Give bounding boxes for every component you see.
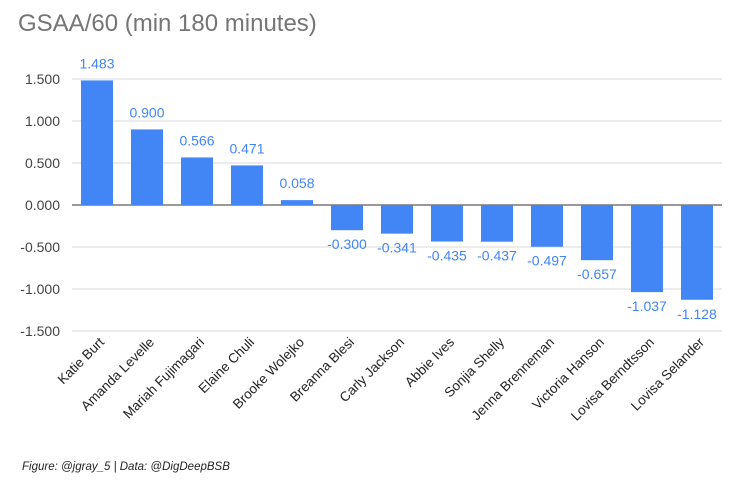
data-label: 0.900 [129, 104, 164, 120]
y-axis-ticks: 1.500 1.000 0.500 0.000 -0.500 -1.000 -1.500 [20, 71, 60, 339]
bar [331, 205, 363, 231]
data-label: 0.471 [229, 140, 264, 156]
data-label: -0.437 [477, 248, 517, 264]
bar [581, 205, 613, 261]
y-tick-label: -0.500 [20, 239, 60, 255]
data-label: -0.300 [327, 236, 367, 252]
bar [531, 205, 563, 247]
data-label: -1.037 [627, 298, 667, 314]
bar [681, 205, 713, 300]
data-label: -0.435 [427, 248, 467, 264]
bar [131, 129, 163, 205]
bar [431, 205, 463, 242]
data-label: -0.497 [527, 253, 567, 269]
data-label: -0.341 [377, 240, 417, 256]
y-tick-label: 1.000 [25, 113, 60, 129]
category-label: Jenna Brenneman [469, 335, 558, 424]
grid-lines [72, 78, 722, 332]
data-label: 0.058 [279, 175, 314, 191]
bar [481, 205, 513, 242]
data-label: -1.128 [677, 306, 717, 322]
bar [631, 205, 663, 293]
chart-title: GSAA/60 (min 180 minutes) [18, 10, 317, 37]
data-label: 0.566 [179, 132, 214, 148]
bar [231, 165, 263, 205]
bar [81, 80, 113, 205]
bar [181, 157, 213, 205]
y-tick-label: 0.500 [25, 155, 60, 171]
y-tick-label: 1.500 [25, 71, 60, 87]
y-tick-label: 0.000 [25, 197, 60, 213]
category-label: Katie Burt [55, 334, 108, 387]
category-label: Lovisa Berndtsson [568, 335, 657, 424]
data-label: -0.657 [577, 266, 617, 282]
data-label: 1.483 [79, 55, 114, 71]
data-labels: 1.483 0.900 0.566 0.471 0.058 -0.300 -0.341 -0.… [79, 55, 717, 321]
y-tick-label: -1.500 [20, 323, 60, 339]
chart-footer: Figure: @jgray_5 | Data: @DigDeepBSB [22, 461, 230, 473]
bar [281, 200, 313, 205]
bars [81, 80, 713, 300]
bar [381, 205, 413, 234]
y-tick-label: -1.000 [20, 281, 60, 297]
